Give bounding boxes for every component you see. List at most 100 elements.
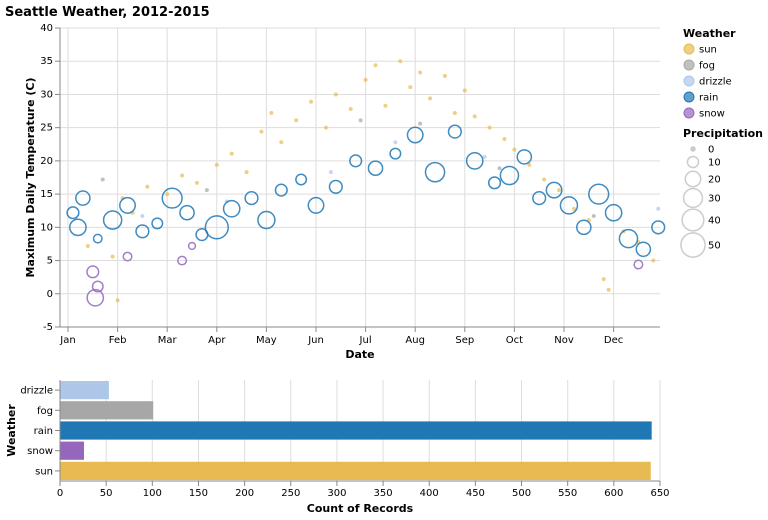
point-fog [418, 121, 423, 126]
x-tick-label: Sep [455, 335, 474, 346]
point-rain [424, 161, 446, 183]
bar-x-tick-label: 100 [143, 488, 162, 499]
point-rain [307, 196, 325, 214]
point-sun [180, 173, 185, 178]
point-snow [86, 288, 105, 307]
chart-title: Seattle Weather, 2012-2015 [5, 5, 210, 20]
point-rain [532, 190, 547, 206]
legend-label-fog: fog [699, 61, 715, 72]
bar-x-tick-label: 350 [374, 488, 393, 499]
y-tick-label: 10 [40, 222, 53, 233]
point-drizzle [393, 140, 398, 145]
point-sun [194, 180, 199, 185]
point-sun [165, 192, 170, 197]
legend-swatch-snow [683, 107, 695, 119]
point-rain [92, 233, 103, 244]
point-rain [406, 126, 424, 144]
point-sun [115, 298, 120, 303]
point-rain [588, 183, 610, 205]
point-rain [274, 183, 288, 197]
point-sun [323, 125, 328, 130]
point-snow [187, 241, 197, 251]
x-tick-label: Apr [208, 335, 226, 346]
point-rain [447, 124, 462, 139]
size-legend-label: 0 [708, 145, 714, 156]
point-sun [229, 151, 234, 156]
legend-label-snow: snow [699, 109, 725, 120]
bar-x-tick-label: 550 [558, 488, 577, 499]
bar-x-tick-label: 600 [604, 488, 623, 499]
y-tick-label: 20 [40, 156, 53, 167]
point-rain [119, 196, 136, 214]
point-sun [333, 92, 338, 97]
point-rain [161, 187, 183, 209]
x-tick-label: Nov [554, 335, 574, 346]
point-rain [545, 181, 563, 199]
size-legend-label: 10 [708, 158, 721, 169]
point-sun [348, 107, 353, 112]
legend-swatch-sun [683, 43, 695, 55]
point-sun [110, 254, 115, 259]
legend-label-rain: rain [699, 93, 718, 104]
point-rain [204, 215, 229, 240]
point-snow [633, 259, 644, 270]
bar-x-axis-title: Count of Records [307, 502, 414, 515]
y-tick-label: 0 [47, 289, 53, 300]
bar-sun [60, 461, 651, 480]
point-sun [383, 103, 388, 108]
point-snow [177, 255, 188, 266]
bar-category-label: drizzle [20, 386, 53, 397]
size-legend-label: 40 [708, 216, 721, 227]
point-fog [204, 188, 209, 193]
bar-category-label: fog [37, 406, 53, 417]
size-legend-circle [682, 187, 704, 209]
y-tick-label: 40 [40, 23, 53, 34]
y-tick-label: -5 [43, 322, 53, 333]
point-sun [557, 188, 562, 193]
legend-label-drizzle: drizzle [699, 77, 732, 88]
bar-rain [60, 421, 652, 440]
point-rain [102, 210, 123, 230]
legend-label-sun: sun [699, 45, 717, 56]
point-rain [651, 220, 666, 235]
point-sun [408, 85, 413, 90]
point-sun [398, 59, 403, 64]
point-sun [527, 162, 532, 167]
bar-x-tick-label: 250 [281, 488, 300, 499]
bar-x-tick-label: 650 [650, 488, 669, 499]
bar-drizzle [60, 381, 109, 400]
x-tick-label: May [256, 335, 277, 346]
point-sun [601, 277, 606, 282]
y-tick-label: 35 [40, 56, 53, 67]
point-sun [85, 243, 90, 248]
bar-category-label: sun [35, 466, 53, 477]
bar-chart: drizzle fog rain snow sun 0 50 100 150 200 250 300 3… [5, 380, 670, 515]
y-tick-label: 5 [47, 256, 53, 267]
y-axis-title: Maximum Daily Temperature (C) [24, 78, 37, 278]
x-tick-label: Mar [158, 335, 178, 346]
point-sun [309, 99, 314, 104]
legend-swatch-drizzle [683, 75, 695, 87]
point-snow [86, 265, 100, 279]
point-rain [66, 206, 80, 220]
point-sun [418, 70, 423, 75]
x-tick-label: Aug [405, 335, 425, 346]
point-sun [373, 63, 378, 68]
scatter-plot: -5 0 5 10 15 20 25 30 35 40 Jan Feb Mar Apr May Jun Jul A… [24, 23, 666, 361]
color-legend-title: Weather [683, 27, 736, 40]
bar-x-tick-label: 200 [235, 488, 254, 499]
point-sun [512, 147, 517, 152]
bar-x-tick-label: 500 [512, 488, 531, 499]
point-sun [452, 111, 457, 116]
point-rain [465, 152, 484, 170]
point-sun [363, 77, 368, 82]
point-rain [618, 228, 639, 249]
point-drizzle [328, 170, 333, 175]
point-sun [571, 206, 576, 211]
point-sun [651, 258, 656, 263]
point-snow [91, 280, 104, 293]
bar-x-tick-label: 300 [327, 488, 346, 499]
point-sun [428, 96, 433, 101]
